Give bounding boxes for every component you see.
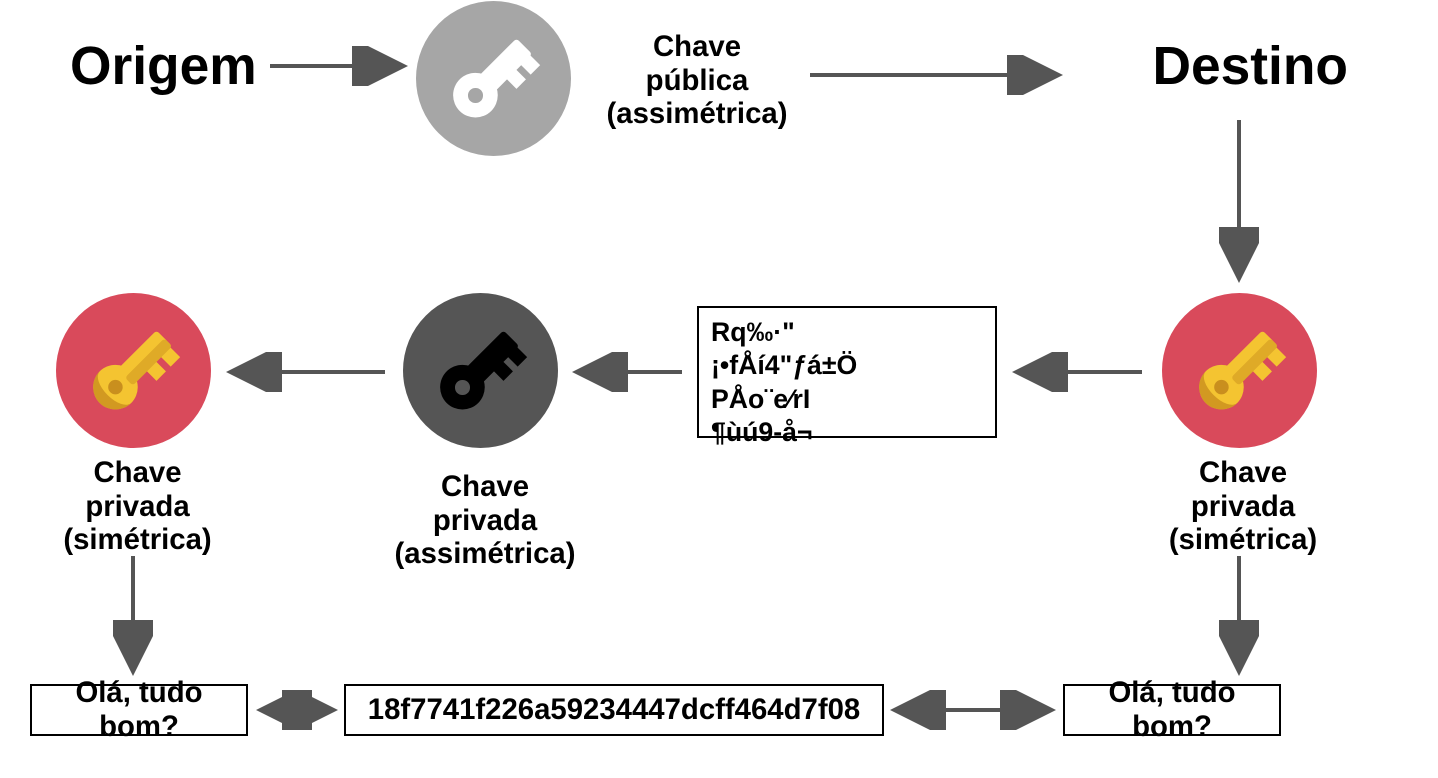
caption-line: Chave	[602, 30, 792, 64]
arrow-a7	[113, 536, 153, 688]
caption-private-asym: Chaveprivada(assimétrica)	[390, 470, 580, 571]
caption-line: Chave privada	[40, 456, 235, 523]
caption-public-key: Chavepública(assimétrica)	[602, 30, 792, 131]
caption-line: privada	[390, 504, 580, 538]
plaintext-left-box: Olá, tudo bom?	[30, 684, 248, 736]
arrow-a4	[1000, 352, 1162, 392]
caption-line: pública	[602, 64, 792, 98]
arrow-a3	[1219, 100, 1259, 295]
ciphertext-box: Rq‰·" ¡•fÅí4"ƒá±Ö PÅo¨e⁄rI ¶ùú9-å¬	[697, 306, 997, 438]
arrow-a10	[878, 690, 1068, 730]
caption-line: Chave privada	[1143, 456, 1343, 523]
arrow-a9	[244, 690, 350, 730]
caption-line: Chave	[390, 470, 580, 504]
arrow-a6	[214, 352, 405, 392]
private-asym-icon	[424, 314, 536, 426]
arrow-a5	[560, 352, 702, 392]
caption-line: (assimétrica)	[602, 97, 792, 131]
diagram-stage: OrigemDestinoChavepública(assimétrica)Ch…	[0, 0, 1438, 778]
label-destino: Destino	[1118, 36, 1348, 97]
arrow-a2	[790, 55, 1075, 95]
caption-line: (assimétrica)	[390, 537, 580, 571]
symmetric-right-icon	[1183, 314, 1295, 426]
arrow-a1	[250, 46, 420, 86]
arrow-a8	[1219, 536, 1259, 688]
symmetric-left-icon	[77, 314, 189, 426]
hash-box: 18f7741f226a59234447dcff464d7f08	[344, 684, 884, 736]
public-key-icon	[437, 22, 549, 134]
plaintext-right-box: Olá, tudo bom?	[1063, 684, 1281, 736]
